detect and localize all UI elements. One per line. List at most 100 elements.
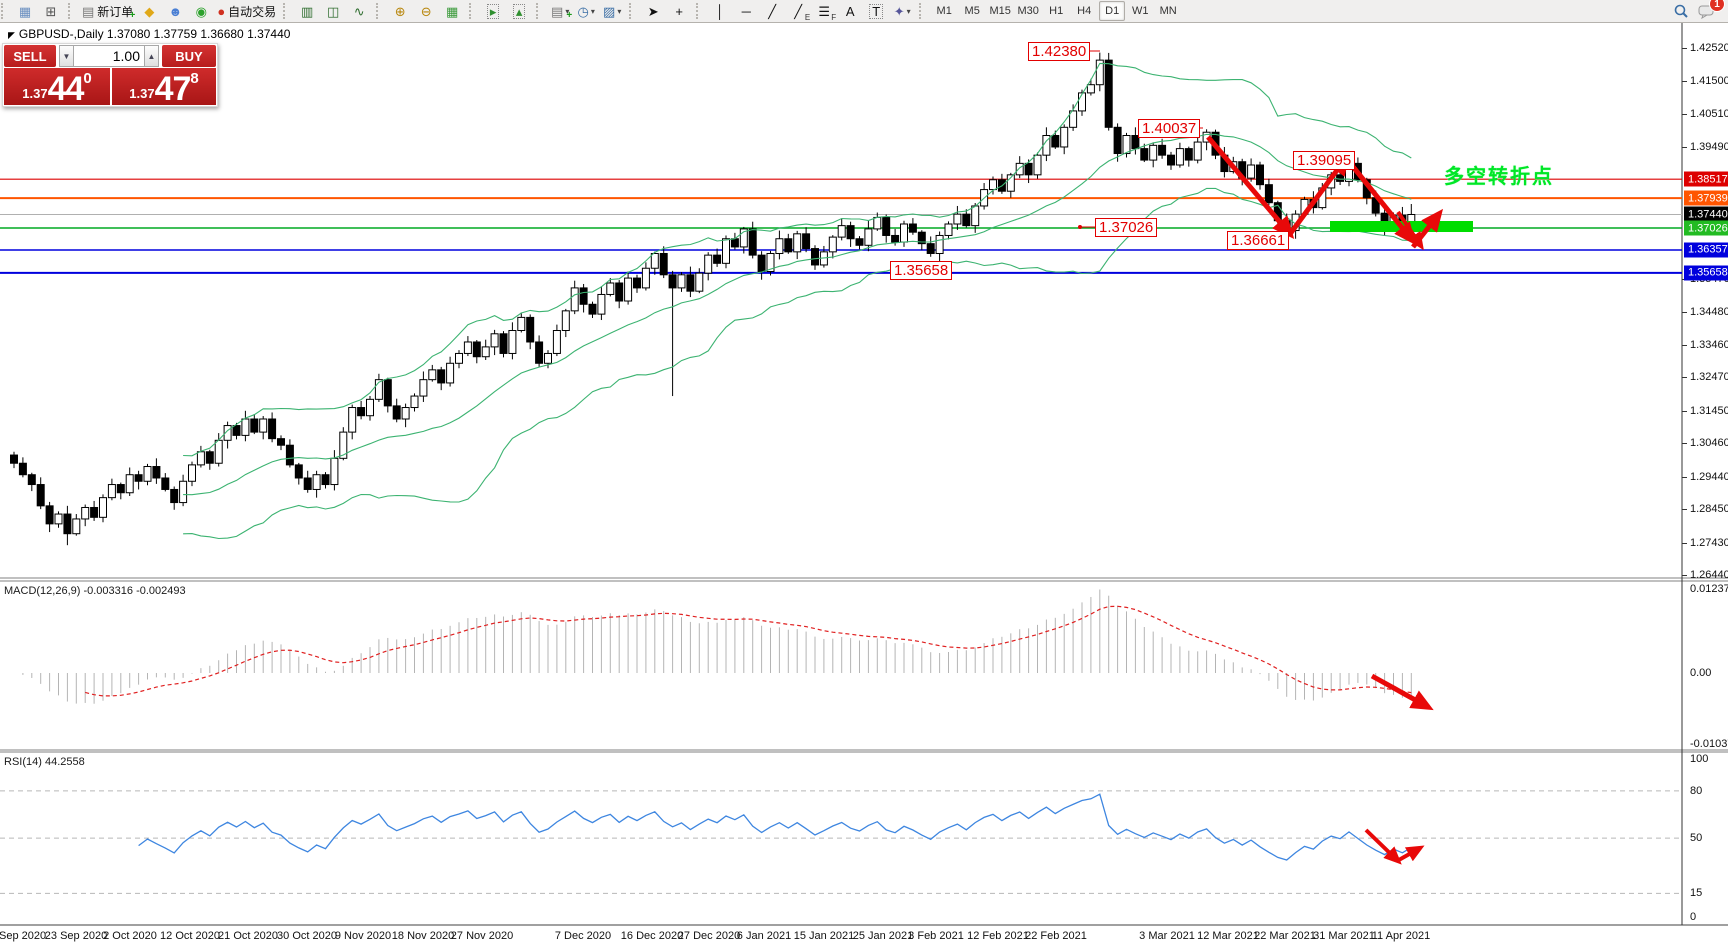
rsi-axis-tick: 15: [1690, 887, 1703, 900]
lot-increase-button[interactable]: ▲: [144, 45, 159, 67]
time-axis-label: 27 Nov 2020: [450, 930, 514, 942]
bar-chart-icon[interactable]: ▥: [301, 3, 314, 19]
templates-button[interactable]: ▨ ▾: [603, 3, 622, 19]
vertical-line-icon[interactable]: │: [716, 3, 725, 19]
toolbar-item-label: 自动交易: [228, 4, 277, 19]
price-axis-tick: 1.34480: [1690, 305, 1728, 318]
toolbar-separator: [283, 3, 290, 19]
timeframe-button-w1[interactable]: W1: [1131, 5, 1149, 17]
timeframe-button-mn[interactable]: MN: [1159, 5, 1177, 17]
price-tag-1.37440: 1.37440: [1684, 206, 1728, 222]
annotation-price-label[interactable]: 1.39095: [1293, 151, 1356, 170]
annotation-price-label[interactable]: 1.37026: [1095, 218, 1158, 237]
data-window-icon[interactable]: ⊞: [45, 3, 57, 19]
new-order-button[interactable]: ▤ + 新订单: [82, 3, 136, 21]
line-chart-icon[interactable]: ∿: [353, 3, 365, 19]
price-axis-tick: 1.39490: [1690, 141, 1728, 154]
sell-price-base: 1.37: [22, 86, 48, 101]
periods-button[interactable]: ◷ ▾: [577, 3, 595, 19]
search-icon[interactable]: [1668, 0, 1694, 22]
time-axis-label: 21 Oct 2020: [218, 930, 278, 942]
lot-size-input[interactable]: [74, 45, 144, 67]
toolbar-group: │ ─ ╱ ╱ E ☰ F A T ✦ ▾: [704, 0, 918, 22]
macd-indicator-label: MACD(12,26,9) -0.003316 -0.002493: [4, 585, 186, 597]
toolbar-group: ▤ + 新订单 ◆ ☻ ◉ ● 自动交易: [76, 0, 282, 22]
arrange-windows-icon[interactable]: ▸: [480, 0, 506, 22]
dropdown-caret-icon: ▾: [617, 6, 622, 16]
time-axis-label: 9 Nov 2020: [334, 930, 392, 942]
timeframe-button-m15[interactable]: M15: [989, 5, 1011, 17]
buy-button[interactable]: BUY: [162, 45, 216, 67]
timeframe-button-h1[interactable]: H1: [1049, 5, 1064, 17]
timeframe-button-m30[interactable]: M30: [1017, 5, 1039, 17]
annotation-price-label[interactable]: 1.36661: [1227, 231, 1290, 250]
rsi-axis-tick: 80: [1690, 784, 1703, 797]
buy-price-base: 1.37: [129, 86, 155, 101]
price-axis-tick: 1.29440: [1690, 470, 1728, 483]
sub-letter: F: [831, 13, 837, 22]
price-axis-tick: 1.42520: [1690, 42, 1728, 54]
community-icon[interactable]: ☻: [168, 3, 183, 19]
arrange-cascade-icon[interactable]: ▴: [506, 0, 532, 22]
shapes-icon[interactable]: ✦ ▾: [893, 3, 911, 19]
sell-price[interactable]: 1.37 44 0: [4, 68, 110, 108]
toolbar-group: ▸ ▴: [477, 0, 535, 22]
wizard-icon[interactable]: ◆: [144, 3, 155, 19]
chart-window-icon[interactable]: ▦: [18, 3, 32, 19]
price-tag-1.35658: 1.35658: [1684, 265, 1728, 281]
sell-price-pip: 0: [83, 70, 92, 87]
macd-axis-tick: -0.010374: [1690, 738, 1728, 750]
timeframe-button-m5[interactable]: M5: [964, 5, 980, 17]
main-toolbar: ▦ ⊞ ▤ + 新订单 ◆ ☻ ◉ ● 自动交易 ▥ ◫ ∿ ⊕ ⊖ ▦ ▸ ▴ ▤ + ▾ ◷ ▾ ▨ ▾ ➤ + │ ─ ╱ ╱ E ☰ F A…: [0, 0, 1728, 23]
toolbar-group: ▥ ◫ ∿: [291, 0, 375, 22]
timeframe-button-m1[interactable]: M1: [936, 5, 952, 17]
price-axis-tick: 1.27430: [1690, 536, 1728, 549]
time-axis-label: 30 Oct 2020: [277, 930, 337, 942]
trendline-icon[interactable]: ╱: [768, 3, 777, 19]
zoom-out-icon[interactable]: ⊖: [420, 3, 432, 19]
annotation-cn-text[interactable]: 多空转折点: [1444, 166, 1554, 188]
fibonacci-icon[interactable]: ☰ F: [818, 3, 837, 22]
price-axis-tick: 1.41500: [1690, 75, 1728, 88]
dropdown-caret-icon: ▾: [590, 6, 595, 16]
sell-button[interactable]: SELL: [4, 45, 56, 67]
rsi-axis-tick: 100: [1690, 753, 1709, 766]
toolbar-separator: [1, 3, 8, 19]
toolbar-group: ▤ + ▾ ◷ ▾ ▨ ▾: [544, 0, 628, 22]
time-axis-label: 7 Dec 2020: [554, 930, 612, 942]
label-icon[interactable]: T: [863, 0, 889, 22]
macd-axis-tick: 0.012372: [1690, 583, 1728, 595]
crosshair-icon[interactable]: +: [675, 3, 683, 19]
tile-windows-icon[interactable]: ▦: [446, 3, 459, 19]
horizontal-line-icon[interactable]: ─: [741, 3, 751, 19]
annotation-price-label[interactable]: 1.42380: [1028, 42, 1091, 61]
annotation-price-label[interactable]: 1.35658: [890, 261, 953, 280]
price-axis-tick: 1.26440: [1690, 569, 1728, 581]
buy-price-pip: 8: [190, 70, 199, 87]
time-axis-label: 2 Oct 2020: [103, 930, 157, 942]
annotation-price-label[interactable]: 1.40037: [1138, 119, 1201, 138]
dropdown-caret-icon: ▾: [906, 6, 911, 16]
timeframe-button-d1[interactable]: D1: [1099, 1, 1126, 21]
signal-icon[interactable]: ◉: [195, 3, 207, 19]
buy-price[interactable]: 1.37 47 8: [112, 68, 216, 106]
indicators-button[interactable]: ▤ + ▾: [551, 3, 573, 21]
price-tag-1.37939: 1.37939: [1684, 190, 1728, 206]
sell-price-main: 44: [47, 70, 85, 108]
toolbar-group: ➤ +: [637, 0, 695, 22]
candlestick-chart-icon[interactable]: ◫: [327, 3, 340, 19]
chart-title: ◤ GBPUSD-,Daily 1.37080 1.37759 1.36680 1…: [8, 27, 290, 41]
time-axis-label: 3 Feb 2021: [908, 930, 964, 942]
zoom-in-icon[interactable]: ⊕: [394, 3, 406, 19]
cursor-icon[interactable]: ➤: [647, 3, 659, 19]
notifications-icon[interactable]: 1: [1694, 0, 1725, 22]
auto-trading-button[interactable]: ● 自动交易: [217, 3, 277, 19]
price-tag-1.36357: 1.36357: [1684, 242, 1728, 258]
text-icon[interactable]: A: [845, 3, 855, 19]
price-axis-tick: 1.31450: [1690, 404, 1728, 417]
channel-icon[interactable]: ╱ E: [794, 3, 811, 22]
lot-decrease-button[interactable]: ▼: [59, 45, 74, 67]
timeframe-button-h4[interactable]: H4: [1077, 5, 1092, 17]
